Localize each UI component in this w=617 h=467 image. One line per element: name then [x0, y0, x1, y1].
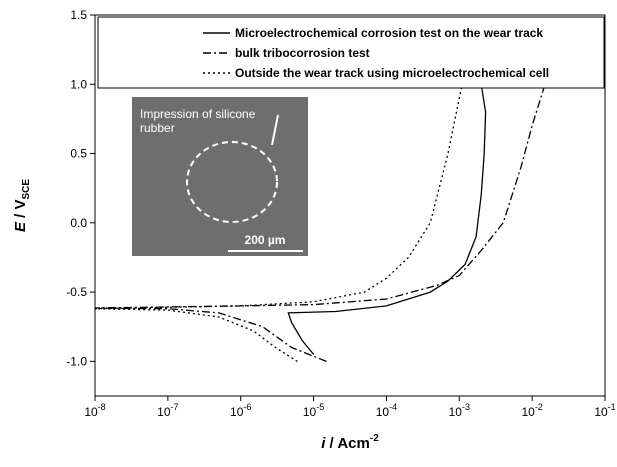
inset-label: Impression of silicone	[140, 107, 256, 121]
x-tick-label: 10-5	[303, 402, 324, 419]
x-tick-label: 10-2	[521, 402, 542, 419]
x-axis-title: i / Acm-2	[321, 433, 379, 452]
x-tick-exponent: -3	[462, 402, 470, 412]
y-tick-label: -1.0	[66, 354, 87, 368]
x-tick-base: 10	[449, 405, 463, 419]
y-tick-label: -0.5	[66, 285, 87, 299]
y-tick-label: 1.5	[70, 8, 87, 22]
chart: 10-810-710-610-510-410-310-210-1-1.0-0.5…	[0, 0, 617, 462]
x-tick-label: 10-1	[594, 402, 615, 419]
x-tick-label: 10-7	[157, 402, 178, 419]
legend-label: Outside the wear track using microelectr…	[235, 66, 549, 80]
x-tick-label: 10-4	[376, 402, 397, 419]
legend-label: Microelectrochemical corrosion test on t…	[235, 26, 543, 40]
x-tick-label: 10-8	[84, 402, 105, 419]
x-tick-label: 10-3	[449, 402, 470, 419]
x-tick-exponent: -4	[389, 402, 397, 412]
y-title-text: / V	[12, 200, 29, 223]
y-title-sub: SCE	[21, 179, 32, 200]
x-tick-base: 10	[230, 405, 244, 419]
inset-label: rubber	[140, 121, 175, 135]
scale-bar-label: 200 µm	[245, 233, 286, 247]
x-tick-exponent: -7	[171, 402, 179, 412]
x-title-sup: -2	[370, 433, 379, 444]
y-tick-label: 1.0	[70, 77, 87, 91]
x-tick-base: 10	[157, 405, 171, 419]
x-tick-label: 10-6	[230, 402, 251, 419]
x-tick-base: 10	[594, 405, 608, 419]
x-tick-exponent: -8	[98, 402, 106, 412]
legend-label: bulk tribocorrosion test	[235, 46, 370, 60]
x-tick-exponent: -2	[535, 402, 543, 412]
x-tick-exponent: -5	[316, 402, 324, 412]
x-tick-exponent: -6	[243, 402, 251, 412]
x-tick-exponent: -1	[608, 402, 616, 412]
y-axis-title: E / VSCE	[12, 179, 32, 232]
x-title-text: / Acm	[325, 435, 369, 452]
x-tick-base: 10	[303, 405, 317, 419]
x-tick-base: 10	[521, 405, 535, 419]
x-tick-base: 10	[376, 405, 390, 419]
y-tick-label: 0.0	[70, 216, 87, 230]
series-line	[288, 84, 485, 354]
x-tick-base: 10	[84, 405, 98, 419]
y-tick-label: 0.5	[70, 147, 87, 161]
